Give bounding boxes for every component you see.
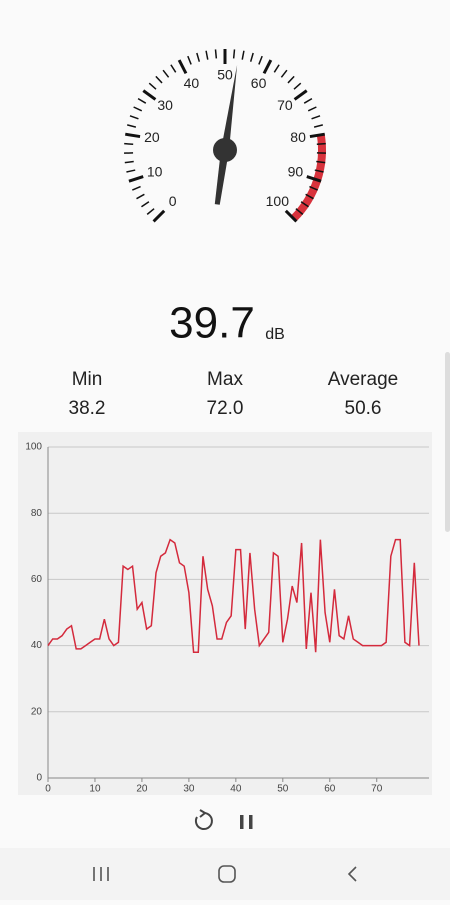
gauge-label: 60 xyxy=(251,75,267,91)
stat-label: Average xyxy=(328,369,398,390)
y-tick-label: 40 xyxy=(31,640,43,651)
nav-bar xyxy=(0,848,450,900)
y-tick-label: 20 xyxy=(31,706,43,717)
gauge-label: 20 xyxy=(144,129,160,145)
gauge-minor-tick xyxy=(317,144,326,145)
x-tick-label: 40 xyxy=(230,784,242,795)
gauge-label: 40 xyxy=(184,75,200,91)
stat-value: 38.2 xyxy=(69,398,106,419)
gauge-minor-tick xyxy=(234,49,235,58)
pause-bar xyxy=(240,815,244,829)
x-tick-label: 10 xyxy=(89,784,101,795)
gauge-label: 10 xyxy=(147,164,163,180)
stat-label: Max xyxy=(207,369,243,390)
gauge-minor-tick xyxy=(124,144,133,145)
gauge-label: 90 xyxy=(288,164,304,180)
reading-value: 39.7 xyxy=(169,299,255,348)
y-tick-label: 0 xyxy=(36,773,42,784)
chart-panel xyxy=(18,432,432,795)
x-tick-label: 30 xyxy=(183,784,195,795)
stat-value: 50.6 xyxy=(345,398,382,419)
gauge-label: 0 xyxy=(169,193,177,209)
stat-value: 72.0 xyxy=(207,398,244,419)
x-tick-label: 20 xyxy=(136,784,148,795)
gauge-label: 100 xyxy=(266,193,290,209)
gauge-minor-tick xyxy=(215,49,216,58)
x-tick-label: 60 xyxy=(324,784,336,795)
y-tick-label: 60 xyxy=(31,574,43,585)
y-tick-label: 80 xyxy=(31,508,43,519)
gauge-hub xyxy=(213,138,237,162)
pause-bar xyxy=(249,815,253,829)
x-tick-label: 70 xyxy=(371,784,383,795)
gauge-label: 50 xyxy=(217,67,233,83)
stat-label: Min xyxy=(72,369,103,390)
gauge-label: 70 xyxy=(277,97,293,113)
gauge-label: 80 xyxy=(290,129,306,145)
reading-unit: dB xyxy=(265,326,285,343)
y-tick-label: 100 xyxy=(25,442,42,453)
edge-handle xyxy=(445,352,450,532)
gauge-label: 30 xyxy=(157,97,173,113)
x-tick-label: 50 xyxy=(277,784,289,795)
x-tick-label: 0 xyxy=(45,784,51,795)
